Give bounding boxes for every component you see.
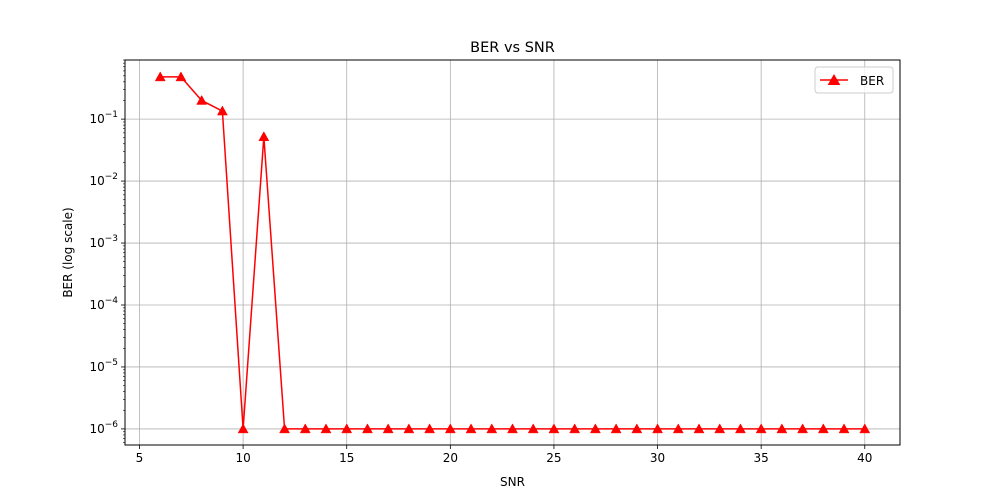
y-tick-label-exponent: −6: [105, 420, 119, 430]
x-tick-label: 15: [339, 451, 354, 465]
y-tick-label-base: 10: [89, 298, 104, 312]
x-tick-label: 10: [235, 451, 250, 465]
y-tick-label-base: 10: [89, 422, 104, 436]
data-point-triangle: [238, 424, 248, 433]
chart-title: BER vs SNR: [470, 40, 555, 56]
x-axis-label: SNR: [500, 475, 525, 489]
y-tick-label: 10−3: [89, 234, 118, 250]
data-point-triangle: [217, 106, 227, 115]
x-tick-label: 40: [857, 451, 872, 465]
y-tick-label-base: 10: [89, 112, 104, 126]
y-tick-label-base: 10: [89, 236, 104, 250]
y-tick-label: 10−6: [89, 420, 118, 436]
x-tick-label: 20: [443, 451, 458, 465]
y-tick-label-exponent: −5: [105, 358, 118, 368]
y-tick-label-exponent: −2: [105, 172, 118, 182]
legend: BER: [815, 67, 893, 93]
y-tick-label-base: 10: [89, 360, 104, 374]
y-tick-label: 10−4: [89, 296, 118, 312]
y-tick-label-exponent: −1: [105, 110, 118, 120]
data-point-triangle: [259, 132, 269, 141]
y-axis-label: BER (log scale): [61, 207, 75, 297]
y-tick-label-exponent: −3: [105, 234, 118, 244]
y-tick-label: 10−1: [89, 110, 118, 126]
legend-label-ber: BER: [860, 74, 884, 88]
x-tick-label: 35: [754, 451, 769, 465]
series-line-ber: [160, 77, 865, 429]
y-tick-label-base: 10: [89, 174, 104, 188]
x-tick-label: 30: [650, 451, 665, 465]
y-tick-label: 10−5: [89, 358, 118, 374]
series-layer: [155, 72, 870, 433]
grid: [125, 60, 900, 445]
plot-frame: [125, 60, 900, 445]
y-tick-label-exponent: −4: [105, 296, 119, 306]
x-tick-label: 5: [136, 451, 144, 465]
y-tick-label: 10−2: [89, 172, 118, 188]
x-tick-label: 25: [546, 451, 561, 465]
